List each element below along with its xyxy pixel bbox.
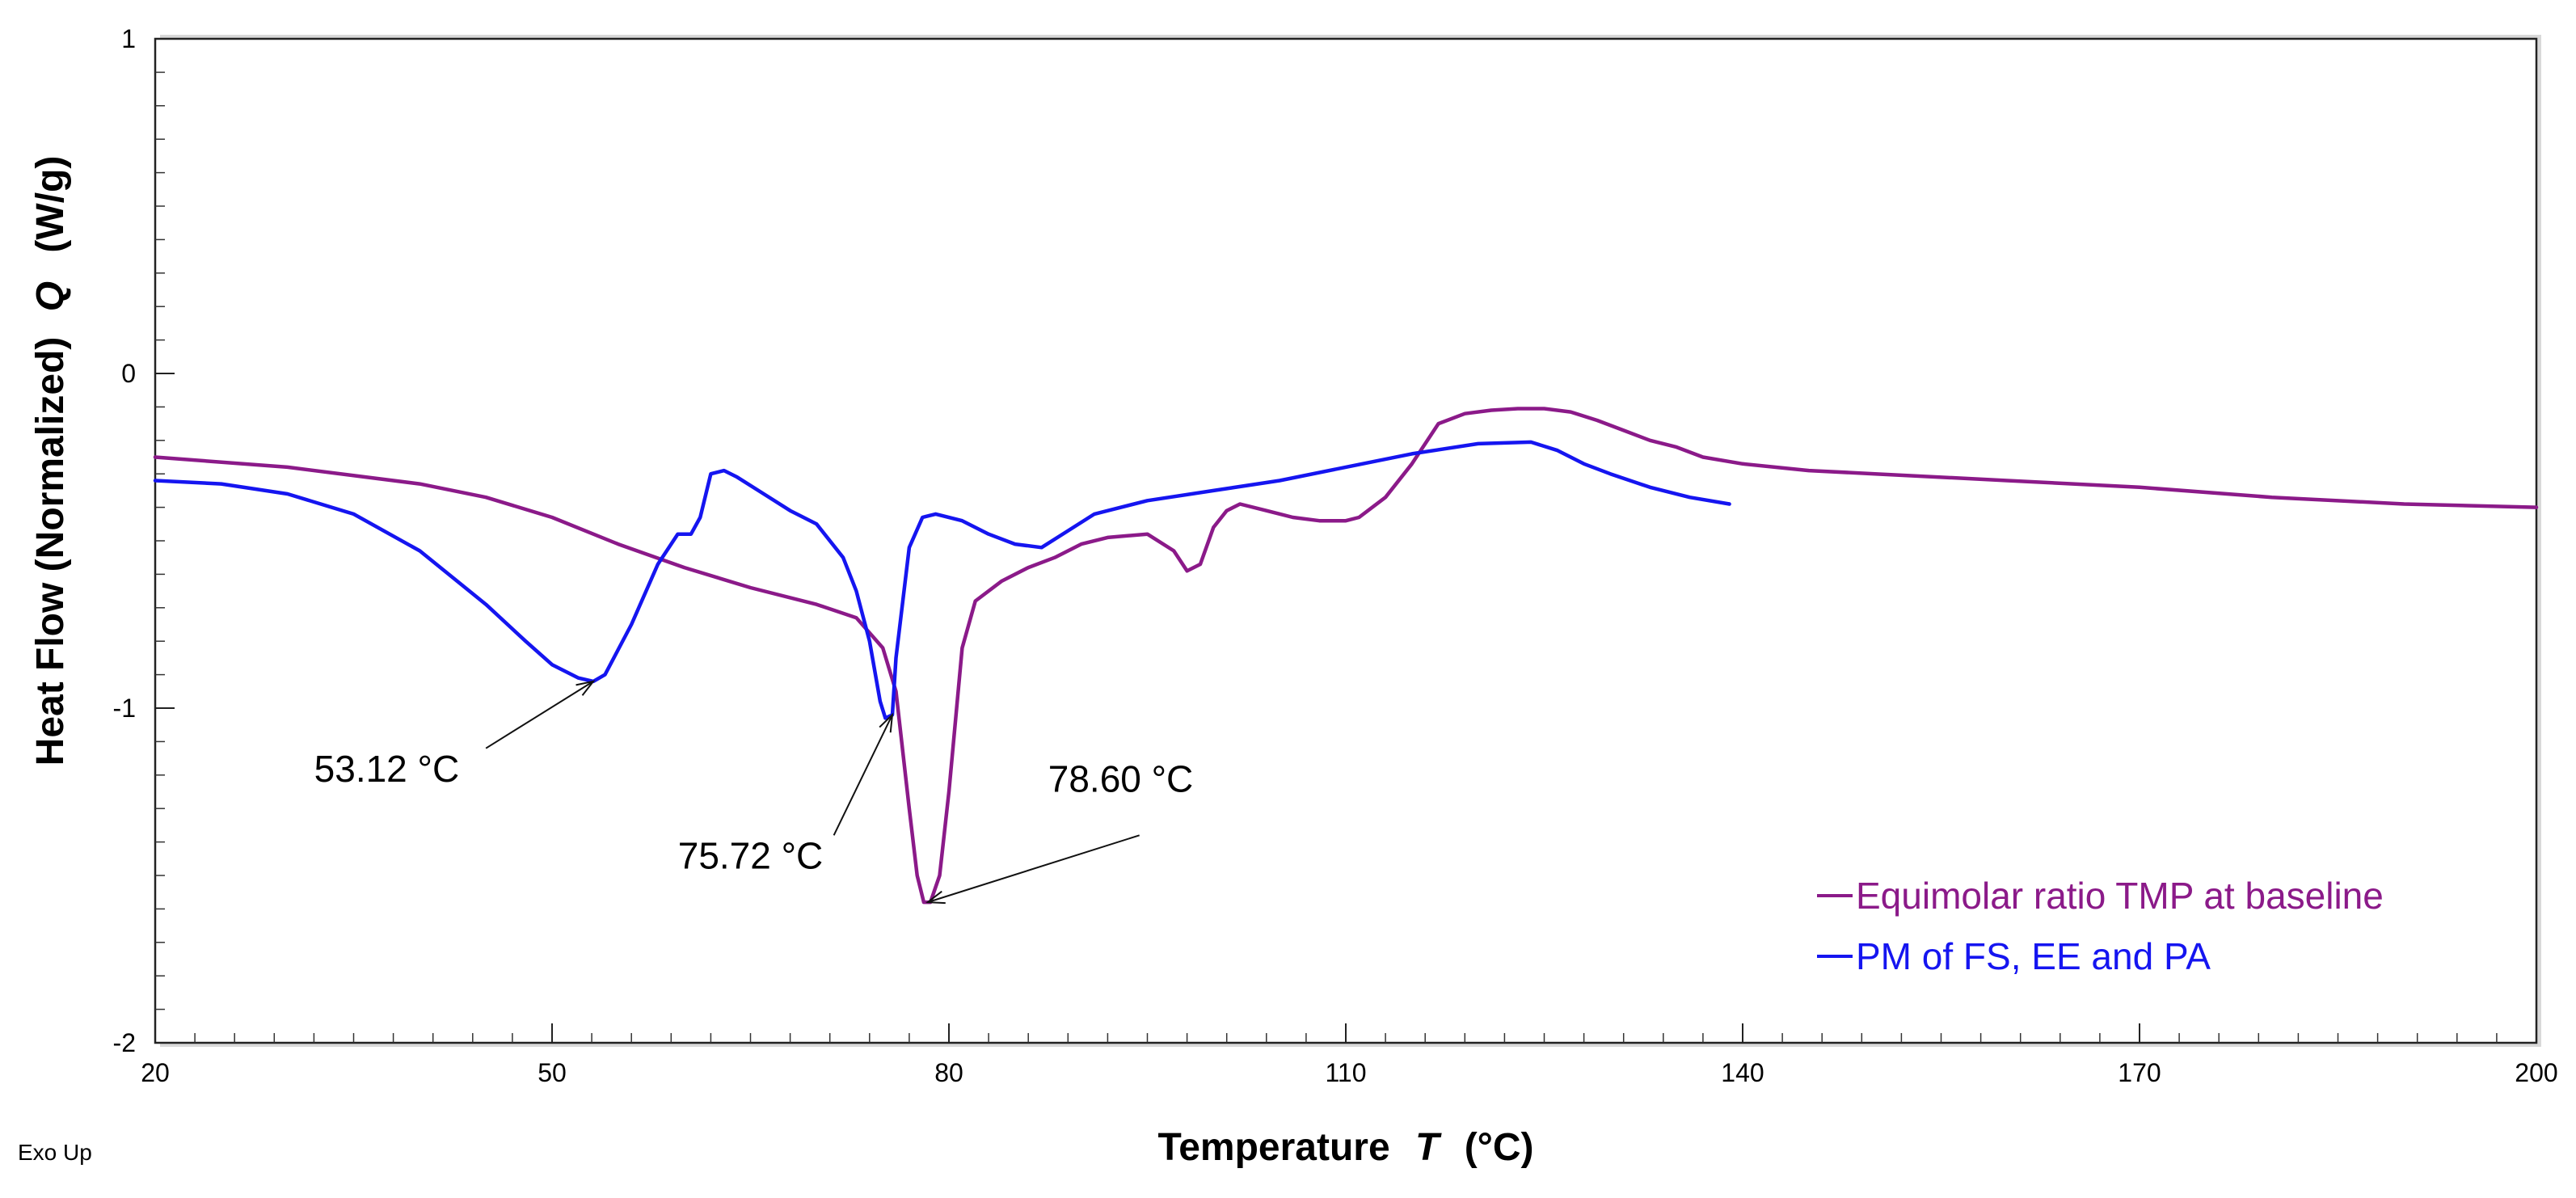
y-axis-var: Q	[29, 281, 72, 311]
y-tick-label: 0	[121, 359, 136, 388]
x-axis-title: Temperature T (°C)	[1157, 1126, 1533, 1169]
annotation-arrow	[927, 834, 1140, 904]
x-tick-label: 80	[934, 1058, 963, 1087]
y-tick-labels: 1 0 -1 -2	[113, 24, 136, 1057]
x-axis-unit: (°C)	[1465, 1126, 1534, 1169]
series-lines	[153, 407, 2539, 905]
series-line-equimolar	[153, 407, 2539, 905]
legend-entry-pm: PM of FS, EE and PA	[1856, 935, 2211, 977]
x-tick-label: 140	[1721, 1058, 1764, 1087]
y-tick-label: -2	[113, 1028, 136, 1057]
y-tick-label: -1	[113, 694, 136, 723]
major-ticks	[154, 38, 2537, 1044]
legend-entry-equimolar: Equimolar ratio TMP at baseline	[1856, 875, 2384, 917]
x-tick-label: 200	[2515, 1058, 2557, 1087]
annotation-label: 75.72 °C	[678, 835, 824, 877]
x-tick-label: 20	[141, 1058, 170, 1087]
x-tick-labels: 20 50 80 110 140 170 200	[141, 1058, 2557, 1087]
x-axis-label: Temperature	[1157, 1126, 1389, 1169]
annotation-arrow	[833, 714, 893, 836]
series-line-pm	[153, 440, 1731, 720]
y-axis-title: Heat Flow (Normalized) Q (W/g)	[29, 156, 72, 766]
x-tick-label: 50	[538, 1058, 567, 1087]
annotation-arrowhead	[575, 680, 596, 696]
x-axis-var: T	[1415, 1126, 1442, 1169]
legend: Equimolar ratio TMP at baseline PM of FS…	[1817, 875, 2384, 977]
annotation-label: 53.12 °C	[314, 748, 460, 790]
annotation-label: 78.60 °C	[1048, 758, 1194, 800]
annotation-arrow	[485, 681, 594, 749]
exo-up-note: Exo Up	[18, 1140, 92, 1165]
plot-area	[154, 37, 2538, 1044]
y-tick-label: 1	[121, 24, 136, 53]
annotation-arrowhead	[879, 712, 894, 733]
annotations: 53.12 °C 75.72 °C 78.60 °C	[314, 680, 1194, 905]
x-tick-label: 110	[1325, 1058, 1366, 1087]
y-axis-label: Heat Flow (Normalized)	[29, 337, 72, 766]
y-axis-unit: (W/g)	[29, 156, 72, 253]
x-tick-label: 170	[2118, 1058, 2161, 1087]
annotation-arrowhead	[925, 890, 946, 905]
